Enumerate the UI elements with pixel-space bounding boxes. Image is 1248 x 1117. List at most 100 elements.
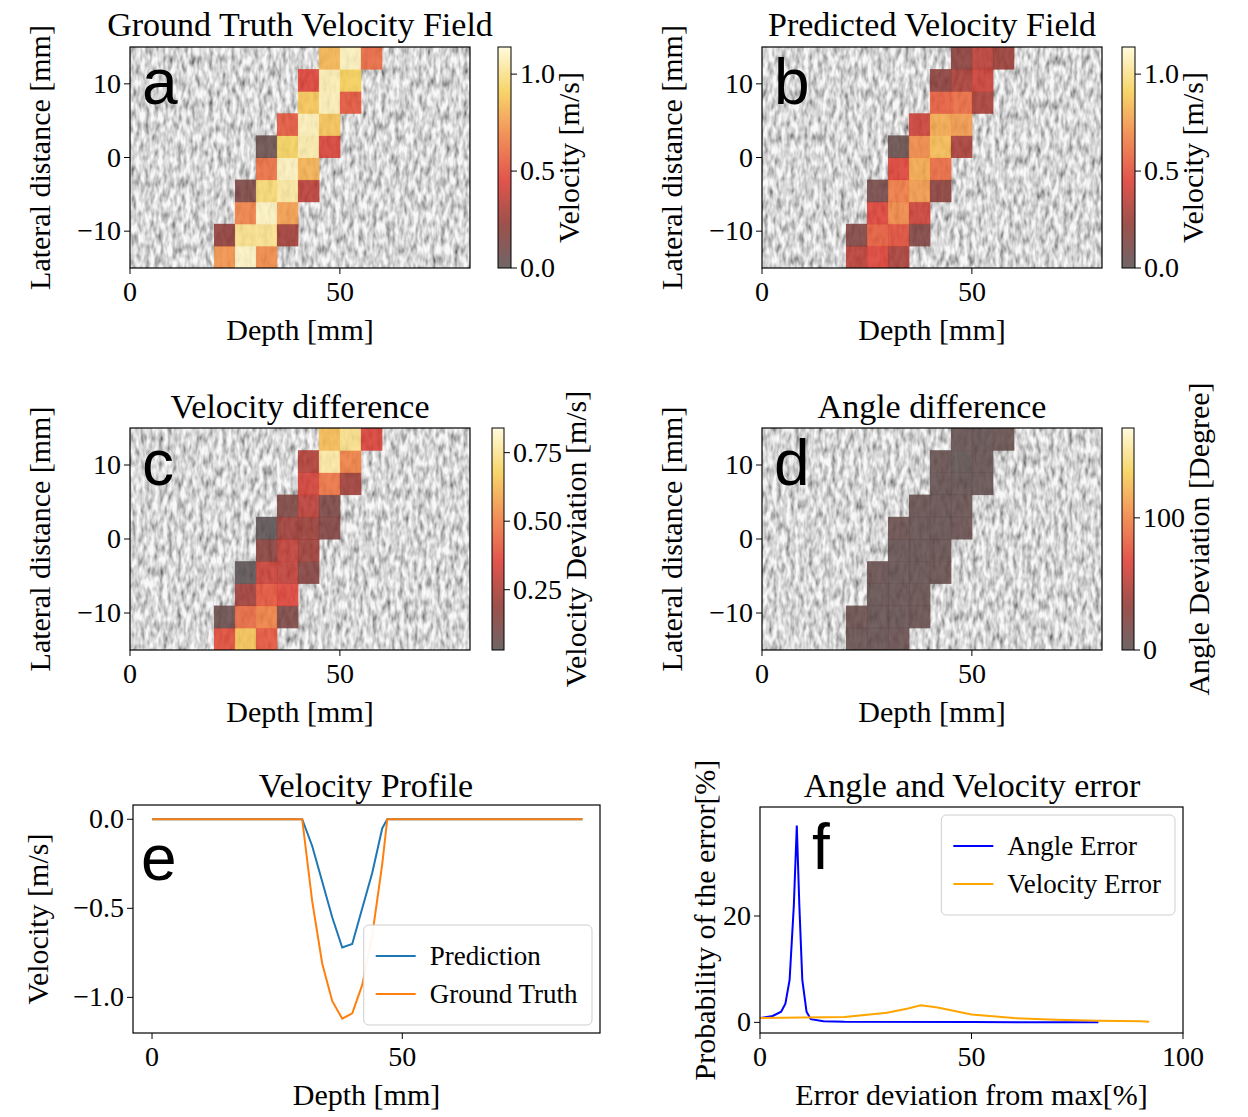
heat-cell [256, 246, 277, 268]
heat-cell [951, 472, 972, 495]
y-tick-label: −0.5 [73, 892, 124, 923]
heat-cell [909, 113, 930, 136]
heat-cell [846, 246, 867, 268]
panel: 050−10010Depth [mm]Lateral distance [mm]… [655, 6, 1209, 346]
x-axis-title: Depth [mm] [858, 695, 1005, 728]
heat-cell [298, 135, 319, 158]
y-axis-title: Lateral distance [mm] [23, 407, 56, 672]
panel-title: Velocity difference [171, 388, 430, 425]
heat-cell [214, 224, 235, 247]
panel-title: Predicted Velocity Field [768, 6, 1096, 43]
y-tick-label: −10 [77, 215, 121, 246]
heat-cell [930, 91, 951, 114]
heat-cell [888, 583, 909, 606]
heat-cell [930, 180, 951, 203]
colorbar-title: Angle Deviation [Degree] [1182, 382, 1215, 695]
heat-cell [909, 180, 930, 203]
heat-cell [909, 202, 930, 225]
x-tick-label: 0 [753, 1041, 767, 1072]
colorbar-tick [1135, 74, 1141, 75]
panel: 050−10010Depth [mm]Lateral distance [mm]… [655, 382, 1215, 728]
colorbar [492, 428, 504, 650]
series-line [760, 1005, 1149, 1021]
heat-cell [951, 47, 972, 70]
heat-cell [846, 628, 867, 650]
heat-cell [277, 158, 298, 181]
ultrasound-speckle [130, 47, 470, 268]
x-tick-label: 0 [123, 658, 137, 689]
heat-cell [319, 91, 340, 114]
heat-cell [277, 202, 298, 225]
legend-swatch [376, 993, 416, 995]
x-tick [130, 650, 131, 656]
heat-cell [256, 517, 277, 540]
colorbar-tick-label: 0.25 [513, 574, 562, 605]
colorbar-tick [504, 521, 510, 522]
x-axis-title: Depth [mm] [858, 313, 1005, 346]
heat-cell [888, 606, 909, 629]
heat-cell [909, 158, 930, 181]
heat-cell [277, 113, 298, 136]
heat-cell [867, 628, 888, 650]
heat-cell [867, 246, 888, 268]
plot-area [130, 428, 470, 650]
panel: 050−10010Depth [mm]Lateral distance [mm]… [23, 6, 585, 346]
y-tick [756, 157, 762, 158]
heat-cell [256, 202, 277, 225]
plot-frame [760, 807, 1183, 1033]
heat-cell [298, 113, 319, 136]
y-tick-label: −10 [77, 597, 121, 628]
heat-cell [909, 517, 930, 540]
y-tick [754, 916, 760, 917]
y-axis-title: Probability of the error[%] [688, 760, 721, 1081]
heat-cell [909, 606, 930, 629]
y-tick [124, 465, 130, 466]
colorbar-tick [504, 589, 510, 590]
colorbar-tick [1135, 268, 1141, 269]
plot-frame [133, 805, 600, 1033]
x-axis-title: Depth [mm] [293, 1078, 440, 1111]
heat-cell [909, 135, 930, 158]
plot-area [762, 428, 1102, 650]
heat-cell [235, 224, 256, 247]
legend-label: Velocity Error [1007, 869, 1161, 899]
heat-cell [256, 224, 277, 247]
x-tick-label: 50 [958, 1041, 986, 1072]
heat-cell [298, 69, 319, 92]
image-base [130, 428, 470, 650]
heat-cell [298, 472, 319, 495]
heat-cell [298, 517, 319, 540]
heat-cell [972, 428, 993, 451]
panel: 050100020Error deviation from max[%]Prob… [688, 760, 1204, 1111]
heat-cell [930, 113, 951, 136]
heat-cell [235, 583, 256, 606]
heat-cell [930, 561, 951, 584]
heat-cell [930, 517, 951, 540]
colorbar-tick [1135, 171, 1141, 172]
heat-cell [340, 47, 361, 70]
heat-cell [888, 135, 909, 158]
heat-cell [277, 517, 298, 540]
heat-cell [319, 495, 340, 518]
panel-letter: a [142, 46, 178, 118]
colorbar-tick-label: 0.75 [513, 437, 562, 468]
heat-cell [867, 224, 888, 247]
plot-frame [130, 47, 470, 268]
heat-cell [930, 69, 951, 92]
x-tick-label: 50 [958, 658, 986, 689]
panel-title: Velocity Profile [259, 767, 473, 804]
y-tick-label: 0 [739, 142, 753, 173]
panel-title: Angle difference [818, 388, 1047, 425]
heat-cell [909, 539, 930, 562]
heat-cell [319, 428, 340, 451]
heat-cell [319, 69, 340, 92]
y-tick [754, 1022, 760, 1023]
heat-cell [888, 202, 909, 225]
heat-cell [930, 450, 951, 473]
y-tick [127, 997, 133, 998]
colorbar-tick-label: 1.0 [1144, 58, 1179, 89]
heat-cell [930, 135, 951, 158]
panel: 050−10010Depth [mm]Lateral distance [mm]… [23, 388, 592, 728]
x-axis-title: Error deviation from max[%] [795, 1078, 1147, 1111]
ultrasound-speckle [762, 428, 1102, 650]
